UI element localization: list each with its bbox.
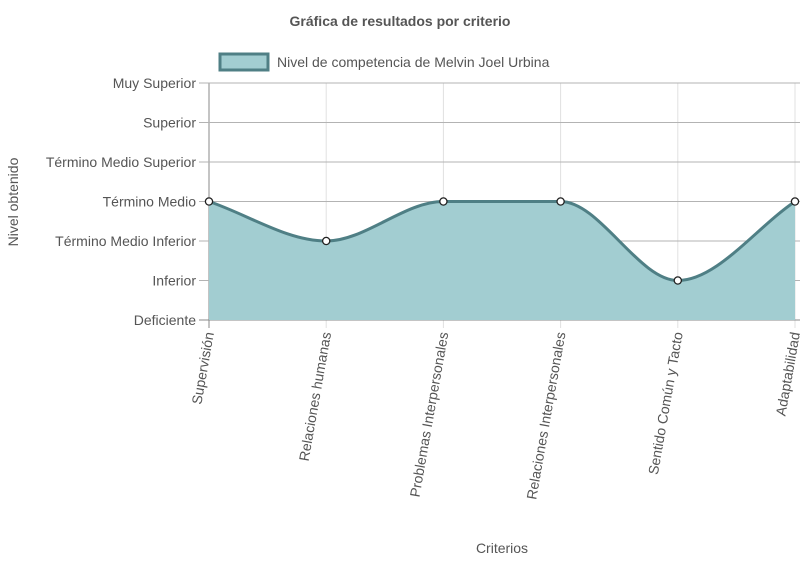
x-axis-label: Criterios [476, 540, 528, 556]
y-axis-label: Nivel obtenido [5, 157, 21, 246]
y-tick-label: Término Medio Superior [46, 154, 197, 170]
y-tick-label: Deficiente [134, 312, 196, 328]
y-tick-label: Inferior [152, 273, 196, 289]
data-points[interactable] [204, 197, 800, 285]
data-point[interactable] [204, 197, 214, 206]
data-point[interactable] [673, 276, 683, 285]
data-point[interactable] [790, 197, 800, 206]
legend-swatch [218, 52, 270, 72]
x-tick-label: Supervisión [188, 331, 216, 406]
data-point[interactable] [439, 197, 448, 206]
x-tick-label: Adaptabilidad [772, 331, 800, 417]
series-line [208, 199, 796, 283]
data-point[interactable] [556, 197, 565, 206]
y-tick-label: Término Medio [103, 194, 197, 210]
series-area [209, 201, 795, 320]
y-tick-label: Superior [143, 115, 196, 131]
chart-title: Gráfica de resultados por criterio [290, 13, 511, 29]
y-tick-labels: Deficiente Inferior Término Medio Inferior… [46, 75, 197, 328]
x-tick-label: Relaciones humanas [296, 331, 334, 463]
data-point[interactable] [321, 236, 331, 246]
x-tick-label: Sentido Común y Tacto [645, 331, 686, 476]
y-tick-label: Muy Superior [113, 75, 197, 91]
y-tick-label: Término Medio Inferior [55, 233, 196, 249]
x-tick-label: Problemas Interpersonales [407, 331, 452, 499]
x-tick-labels: Supervisión Relaciones humanas Problemas I… [188, 331, 800, 501]
x-tick-label: Relaciones Interpersonales [523, 331, 568, 501]
legend-label: Nivel de competencia de Melvin Joel Urbi… [277, 54, 550, 70]
legend[interactable]: Nivel de competencia de Melvin Joel Urbi… [218, 52, 550, 72]
